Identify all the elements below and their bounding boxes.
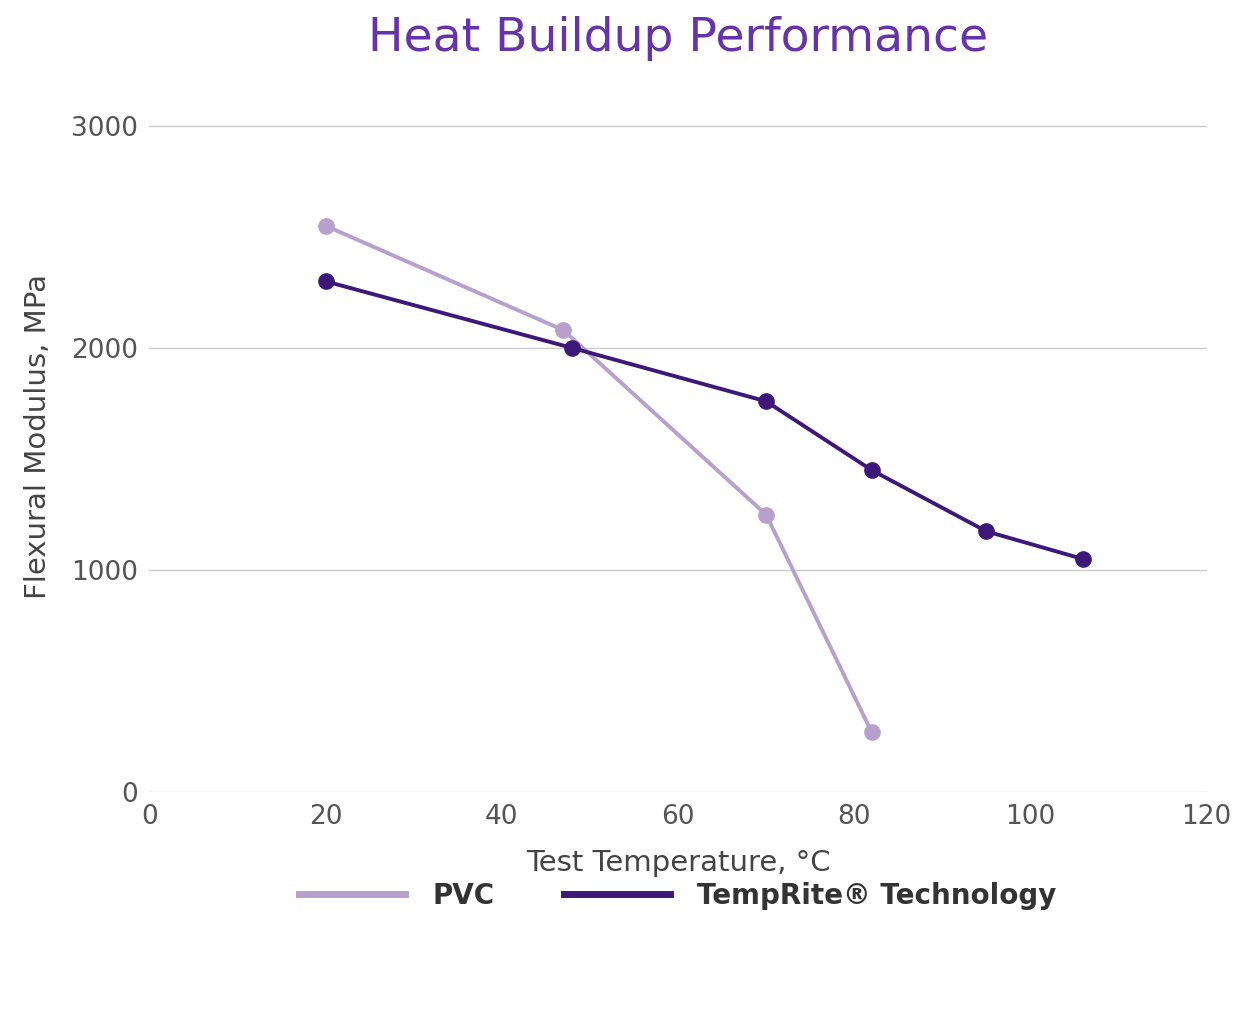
Legend: PVC, TempRite® Technology: PVC, TempRite® Technology [289,871,1067,920]
Y-axis label: Flexural Modulus, MPa: Flexural Modulus, MPa [24,274,52,599]
Title: Heat Buildup Performance: Heat Buildup Performance [368,15,988,61]
X-axis label: Test Temperature, °C: Test Temperature, °C [526,849,830,877]
